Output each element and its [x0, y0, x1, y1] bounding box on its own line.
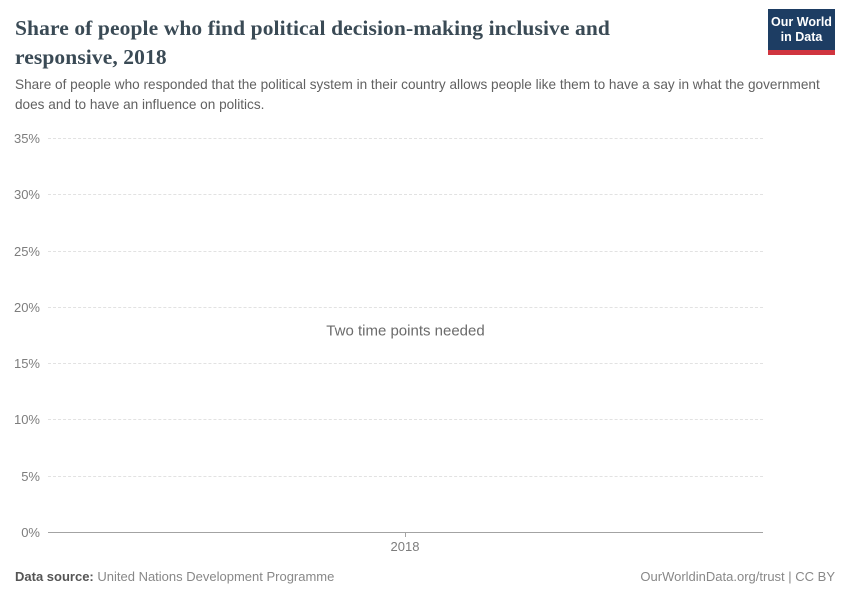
owid-logo[interactable]: Our World in Data — [768, 9, 835, 55]
chart-title: Share of people who find political decis… — [15, 16, 610, 69]
gridline-30: 30% — [0, 187, 763, 203]
gridline-20: 20% — [0, 299, 763, 315]
y-axis-tick-label: 0% — [0, 525, 40, 541]
y-axis-tick-label: 35% — [0, 131, 40, 147]
gridline-15: 15% — [0, 356, 763, 372]
y-axis-tick-label: 10% — [0, 412, 40, 428]
chart-subtitle: Share of people who responded that the p… — [15, 77, 820, 112]
chart-footer: Data source: United Nations Development … — [15, 569, 835, 584]
y-axis-tick-label: 15% — [0, 356, 40, 372]
gridline-0: 0% — [0, 525, 763, 541]
data-source-label: Data source: — [15, 569, 94, 584]
y-axis-tick-label: 20% — [0, 299, 40, 315]
plot-area: Two time points needed 2018 0% 5% 10% 15% 20… — [0, 131, 763, 554]
gridline-10: 10% — [0, 412, 763, 428]
owid-logo-line1: Our World — [771, 14, 832, 29]
gridline-25: 25% — [0, 243, 763, 259]
gridline-35: 35% — [0, 131, 763, 147]
owid-logo-line2: in Data — [780, 29, 823, 44]
y-axis-tick-label: 30% — [0, 187, 40, 203]
gridline-5: 5% — [0, 468, 763, 484]
license-link[interactable]: OurWorldinData.org/trust | CC BY — [640, 569, 835, 584]
data-source: Data source: United Nations Development … — [15, 569, 334, 584]
y-axis-tick-label: 5% — [0, 468, 40, 484]
data-source-value: United Nations Development Programme — [97, 569, 335, 584]
y-axis-tick-label: 25% — [0, 243, 40, 259]
x-axis-tick-label: 2018 — [390, 539, 420, 554]
empty-chart-message: Two time points needed — [326, 322, 485, 340]
x-axis-tick-mark — [405, 532, 406, 537]
